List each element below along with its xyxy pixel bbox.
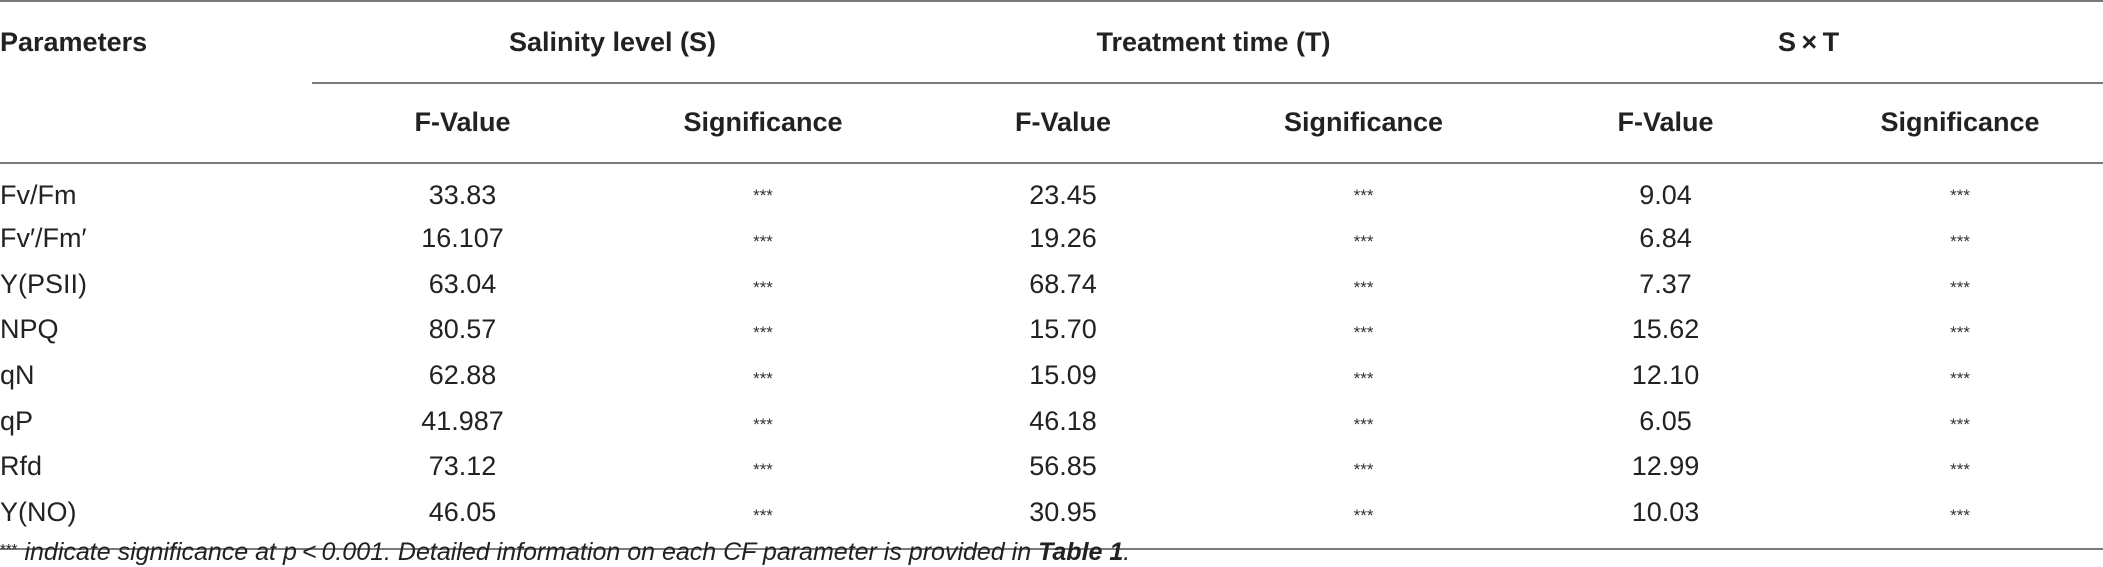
interaction-significance-cell: ***: [1950, 186, 1970, 206]
salinity-level-header: Salinity level (S): [312, 1, 913, 82]
interaction-header-text: S × T: [1777, 26, 1840, 57]
interaction-fvalue-cell: 15.62: [1631, 314, 1700, 345]
interaction-fvalue-header: F-Value: [1617, 106, 1714, 137]
parameter-cell: Fv/Fm: [0, 180, 77, 211]
salinity-level-header-text: Salinity level (S): [508, 26, 717, 57]
treatment-significance-cell: ***: [1353, 414, 1374, 434]
interaction-significance-cell: ***: [1950, 323, 1970, 343]
interaction-significance-cell: ***: [1950, 232, 1970, 252]
group-header-row: Parameters Salinity level (S) Treatment …: [0, 1, 2103, 82]
footnote-text-1: indicate significance at p < 0.001. Deta…: [17, 538, 1039, 566]
salinity-significance-cell: ***: [753, 277, 773, 297]
interaction-fvalue-cell: 7.37: [1639, 268, 1692, 299]
interaction-fvalue-cell: 9.04: [1639, 180, 1692, 211]
interaction-significance-cell: ***: [1950, 460, 1970, 480]
interaction-significance-cell: ***: [1950, 506, 1970, 526]
sub-header-row: F-Value Significance F-Value Significanc…: [0, 82, 2103, 163]
salinity-group-underline: [312, 82, 914, 84]
parameter-cell: NPQ: [0, 314, 59, 345]
table-row: Fv/Fm 33.83 *** 23.45 *** 9.04 ***: [0, 163, 2103, 216]
table-row: Y(NO) 46.05 *** 30.95 *** 10.03 ***: [0, 490, 2103, 549]
table-row: qN 62.88 *** 15.09 *** 12.10 ***: [0, 353, 2103, 399]
interaction-fvalue-cell: 10.03: [1631, 497, 1700, 528]
interaction-significance-header: Significance: [1880, 106, 2040, 137]
treatment-fvalue-cell: 56.85: [1029, 451, 1097, 482]
salinity-significance-cell: ***: [753, 506, 773, 526]
interaction-group-underline: [1514, 82, 2103, 84]
treatment-significance-cell: ***: [1353, 232, 1374, 252]
table-body: Fv/Fm 33.83 *** 23.45 *** 9.04 *** Fv′/F…: [0, 163, 2103, 549]
interaction-header: S × T: [1514, 1, 2103, 82]
anova-table-container: Parameters Salinity level (S) Treatment …: [0, 1, 2103, 549]
interaction-fvalue-cell: 6.05: [1639, 405, 1692, 436]
salinity-significance-cell: ***: [753, 323, 773, 343]
salinity-fvalue-cell: 16.107: [421, 223, 504, 254]
parameter-cell: qN: [0, 360, 35, 391]
treatment-time-header: Treatment time (T): [913, 1, 1514, 82]
interaction-fvalue-cell: 12.10: [1631, 360, 1700, 391]
footnote-marker: ***: [0, 541, 18, 558]
salinity-significance-cell: ***: [753, 369, 773, 389]
salinity-significance-cell: ***: [753, 232, 773, 252]
interaction-significance-cell: ***: [1950, 414, 1970, 434]
treatment-fvalue-cell: 23.45: [1029, 180, 1097, 211]
parameter-cell: Rfd: [0, 451, 43, 482]
parameters-header: Parameters: [0, 26, 148, 57]
treatment-group-underline: [913, 82, 1515, 84]
salinity-fvalue-cell: 80.57: [428, 314, 497, 345]
table-row: NPQ 80.57 *** 15.70 *** 15.62 ***: [0, 307, 2103, 353]
treatment-significance-cell: ***: [1353, 186, 1374, 206]
treatment-fvalue-cell: 46.18: [1029, 405, 1097, 436]
footnote-text-2: .: [1123, 538, 1131, 566]
treatment-significance-cell: ***: [1353, 369, 1374, 389]
anova-table: Parameters Salinity level (S) Treatment …: [0, 1, 2103, 549]
parameter-cell: qP: [0, 405, 34, 436]
salinity-fvalue-header: F-Value: [414, 106, 511, 137]
table-reference-link[interactable]: Table 1: [1038, 538, 1124, 566]
interaction-fvalue-cell: 6.84: [1639, 223, 1692, 254]
treatment-significance-cell: ***: [1353, 506, 1374, 526]
interaction-significance-cell: ***: [1950, 277, 1970, 297]
salinity-fvalue-cell: 73.12: [428, 451, 497, 482]
salinity-fvalue-cell: 62.88: [428, 360, 497, 391]
table-footnote: *** indicate significance at p < 0.001. …: [0, 538, 1130, 567]
treatment-fvalue-cell: 15.09: [1029, 360, 1097, 391]
treatment-significance-header: Significance: [1284, 106, 1444, 137]
interaction-fvalue-cell: 12.99: [1631, 451, 1700, 482]
treatment-significance-cell: ***: [1353, 460, 1374, 480]
salinity-fvalue-cell: 63.04: [428, 268, 497, 299]
table-row: Rfd 73.12 *** 56.85 *** 12.99 ***: [0, 444, 2103, 490]
treatment-fvalue-cell: 19.26: [1029, 223, 1097, 254]
salinity-fvalue-cell: 33.83: [428, 180, 497, 211]
table-row: qP 41.987 *** 46.18 *** 6.05 ***: [0, 398, 2103, 444]
salinity-significance-cell: ***: [753, 414, 773, 434]
treatment-fvalue-cell: 68.74: [1029, 268, 1097, 299]
salinity-fvalue-cell: 46.05: [428, 497, 497, 528]
parameter-cell: Fv′/Fm′: [0, 223, 87, 254]
treatment-significance-cell: ***: [1353, 277, 1374, 297]
treatment-significance-cell: ***: [1353, 323, 1374, 343]
treatment-time-header-text: Treatment time (T): [1096, 26, 1331, 57]
table-row: Fv′/Fm′ 16.107 *** 19.26 *** 6.84 ***: [0, 216, 2103, 262]
treatment-fvalue-header: F-Value: [1015, 106, 1112, 137]
parameter-cell: Y(PSII): [0, 268, 88, 299]
parameter-cell: Y(NO): [0, 497, 77, 528]
table-row: Y(PSII) 63.04 *** 68.74 *** 7.37 ***: [0, 261, 2103, 307]
salinity-fvalue-cell: 41.987: [421, 405, 504, 436]
interaction-significance-cell: ***: [1950, 369, 1970, 389]
salinity-significance-cell: ***: [753, 186, 773, 206]
salinity-significance-cell: ***: [753, 460, 773, 480]
treatment-fvalue-cell: 30.95: [1029, 497, 1097, 528]
salinity-significance-header: Significance: [683, 106, 843, 137]
treatment-fvalue-cell: 15.70: [1029, 314, 1097, 345]
